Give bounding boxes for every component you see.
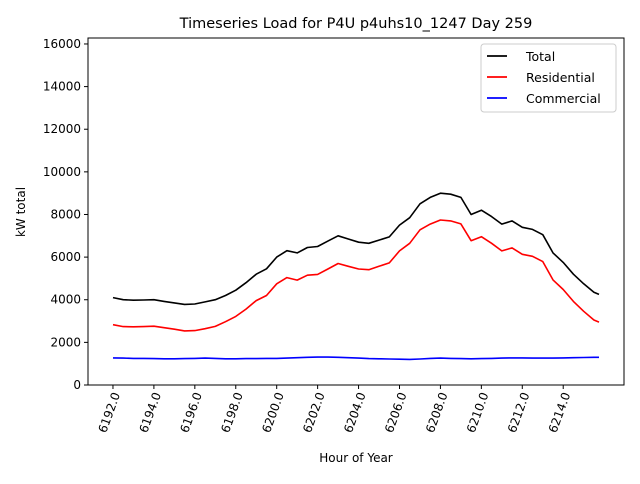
legend: Total Residential Commercial — [480, 43, 617, 113]
plot-frame — [87, 37, 625, 386]
x-tick-label: 6198.0 — [218, 390, 246, 434]
x-tick-label: 6202.0 — [300, 390, 328, 434]
x-tick-label: 6200.0 — [259, 390, 287, 434]
legend-box — [480, 43, 617, 113]
x-tick-label: 6204.0 — [341, 390, 369, 434]
legend-label-commercial: Commercial — [526, 91, 601, 106]
y-tick-label: 14000 — [43, 80, 81, 94]
x-tick-label: 6210.0 — [464, 390, 492, 434]
y-tick-label: 4000 — [50, 293, 81, 307]
y-tick-label: 2000 — [50, 335, 81, 349]
series-line-residential — [112, 219, 600, 332]
x-tick-label: 6194.0 — [136, 390, 164, 434]
x-tick-label: 6192.0 — [96, 390, 124, 434]
x-tick-label: 6208.0 — [423, 390, 451, 434]
x-axis-label: Hour of Year — [319, 451, 393, 465]
x-tick-label: 6212.0 — [505, 390, 533, 434]
x-tick-label: 6196.0 — [177, 390, 205, 434]
y-tick-label: 10000 — [43, 165, 81, 179]
y-tick-label: 16000 — [43, 37, 81, 51]
x-tick-label: 6206.0 — [382, 390, 410, 434]
x-tick-label: 6214.0 — [546, 390, 574, 434]
y-tick-label: 8000 — [50, 207, 81, 221]
y-tick-label: 0 — [73, 378, 81, 392]
legend-label-total: Total — [525, 49, 555, 64]
chart-title: Timeseries Load for P4U p4uhs10_1247 Day… — [179, 16, 533, 32]
legend-label-residential: Residential — [526, 70, 595, 85]
y-tick-label: 12000 — [43, 122, 81, 136]
series-line-total — [112, 192, 600, 306]
y-axis-label: kW total — [14, 187, 28, 237]
y-tick-label: 6000 — [50, 250, 81, 264]
series-line-commercial — [112, 356, 599, 361]
